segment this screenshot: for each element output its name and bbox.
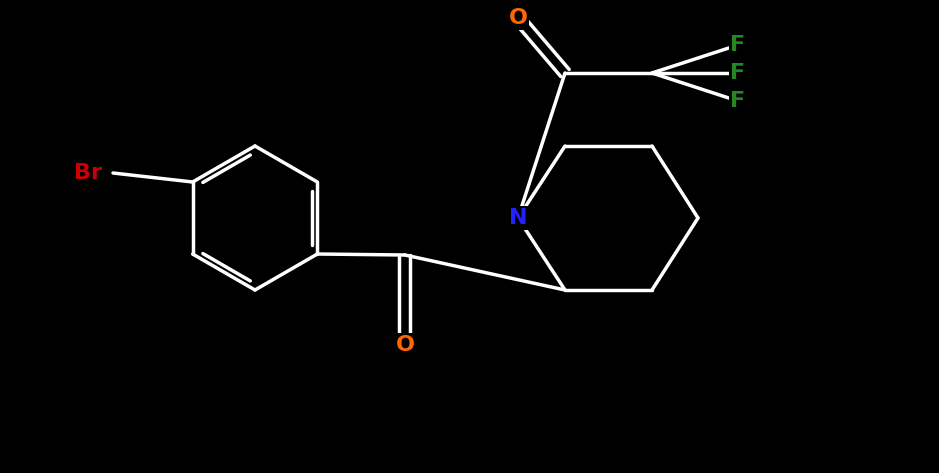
Text: O: O [395,335,414,355]
Text: O: O [509,8,528,28]
Text: F: F [731,63,746,83]
Text: F: F [731,35,746,55]
Text: Br: Br [74,163,102,183]
Text: N: N [509,208,528,228]
Text: F: F [731,91,746,111]
